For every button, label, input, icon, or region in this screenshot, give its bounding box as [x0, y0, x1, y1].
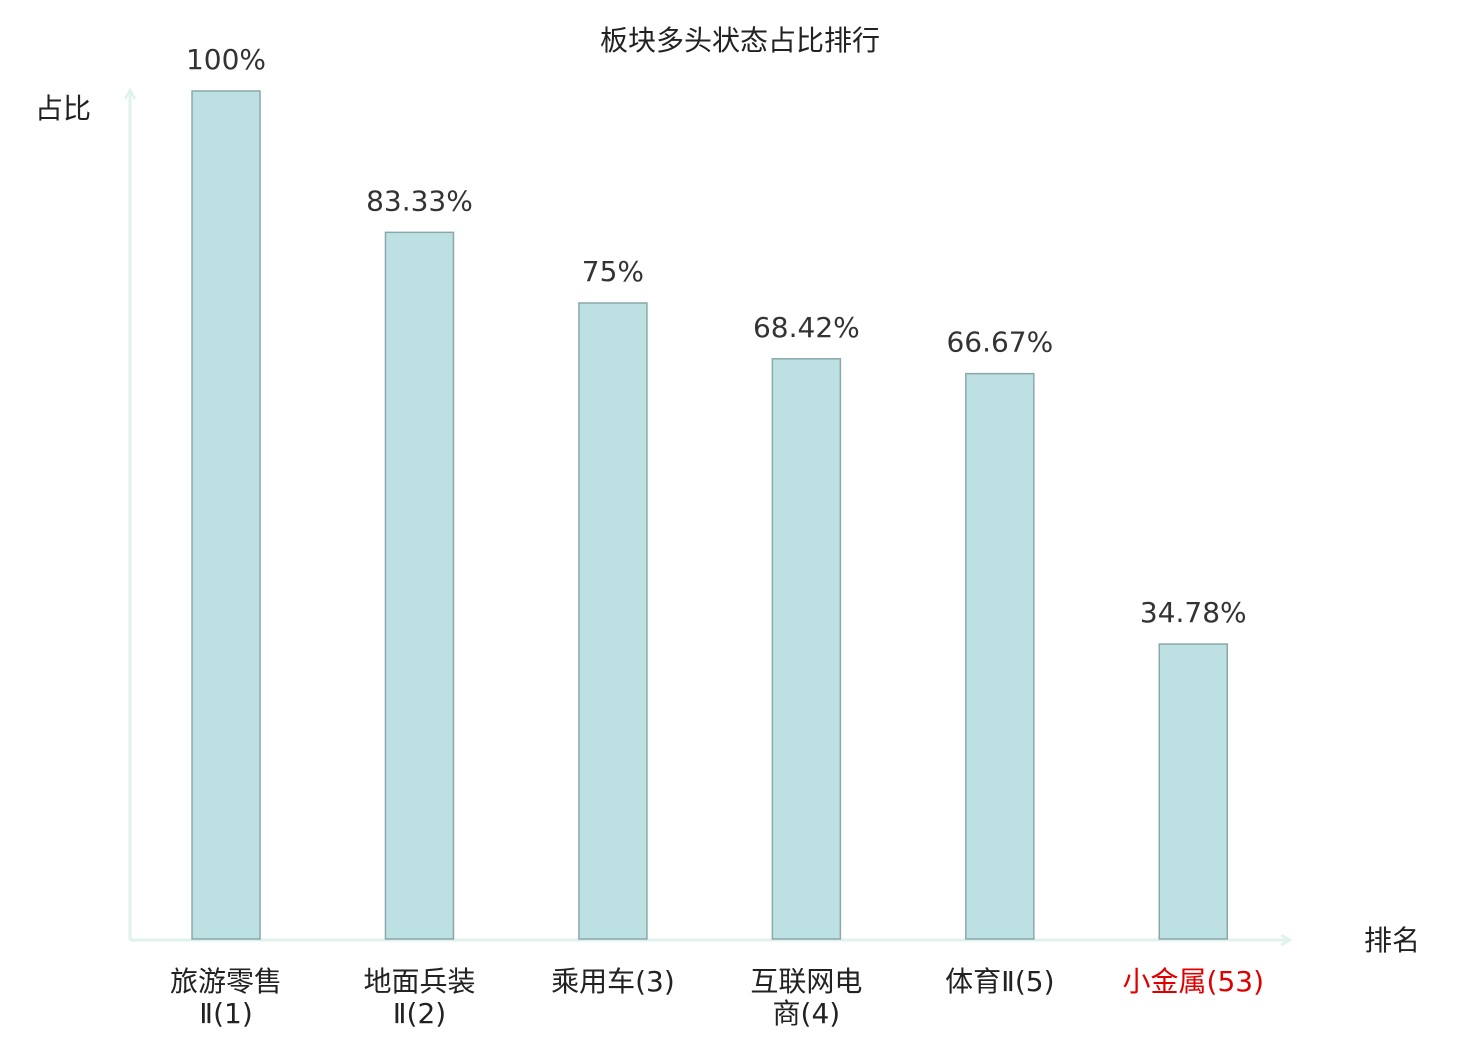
value-label: 34.78% [1140, 596, 1247, 629]
value-label: 75% [582, 255, 644, 288]
bar [191, 90, 261, 940]
x-tick-label: 乘用车(3) [551, 965, 675, 998]
x-tick-label: 体育Ⅱ(5) [945, 965, 1054, 998]
value-label: 66.67% [946, 326, 1053, 359]
value-label: 100% [186, 43, 266, 76]
x-tick-label: 地面兵装 Ⅱ(2) [363, 965, 475, 1030]
x-tick-label-line: 商(4) [773, 997, 841, 1030]
x-tick-label-line: 旅游零售 [170, 965, 282, 998]
x-tick-label-line: Ⅱ(2) [393, 997, 446, 1030]
value-label: 83.33% [366, 184, 473, 217]
y-axis-label: 占比 [35, 92, 91, 125]
x-tick-label: 小金属(53) [1123, 965, 1264, 998]
bar [965, 372, 1035, 940]
x-axis-label: 排名 [1364, 924, 1420, 957]
bar [1158, 643, 1229, 940]
value-label: 68.42% [753, 311, 860, 344]
x-tick-label-line: 互联网电 [750, 965, 862, 998]
chart-title: 板块多头状态占比排行 [600, 24, 880, 57]
x-tick-label-line: Ⅱ(1) [199, 997, 252, 1030]
x-tick-label-line: 地面兵装 [363, 965, 475, 998]
bar [578, 302, 648, 940]
x-tick-label: 旅游零售 Ⅱ(1) [170, 965, 282, 1030]
x-tick-label: 互联网电商(4) [750, 965, 862, 1030]
bar [384, 231, 455, 940]
bar [771, 358, 842, 940]
